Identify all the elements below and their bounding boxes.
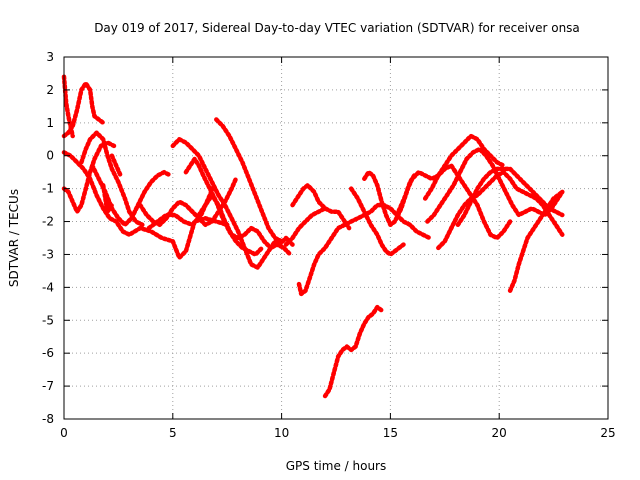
series-sat-z <box>507 189 565 293</box>
x-tick-label: 5 <box>169 426 177 440</box>
series-sat-q <box>296 202 432 297</box>
x-tick-label: 10 <box>274 426 289 440</box>
series-sat-v <box>436 169 565 251</box>
x-tick-label: 20 <box>492 426 507 440</box>
grid <box>64 57 608 419</box>
data-series <box>61 74 565 399</box>
y-tick-label: -8 <box>42 412 54 426</box>
series-sat-h <box>109 153 123 178</box>
plot-frame <box>63 56 609 420</box>
x-tick-label: 15 <box>383 426 398 440</box>
x-tick-label: 25 <box>600 426 615 440</box>
y-tick-label: -6 <box>42 346 54 360</box>
y-tick-label: -1 <box>42 182 54 196</box>
y-tick-label: -4 <box>42 280 54 294</box>
y-tick-label: 2 <box>46 83 54 97</box>
y-tick-label: -5 <box>42 313 54 327</box>
y-tick-label: -7 <box>42 379 54 393</box>
x-axis-label: GPS time / hours <box>286 459 387 473</box>
series-sat-t <box>362 163 513 241</box>
y-tick-label: 1 <box>46 116 54 130</box>
series-sat-r <box>322 304 384 399</box>
y-tick-label: -2 <box>42 215 54 229</box>
y-tick-label: 3 <box>46 50 54 64</box>
series-sat-n <box>214 117 284 244</box>
y-axis-label: SDTVAR / TECUs <box>7 189 21 287</box>
series-sat-m <box>196 192 295 251</box>
series-sat-y <box>455 166 565 228</box>
x-tick-label: 0 <box>60 426 68 440</box>
series-sat-g <box>100 183 115 214</box>
series-sat-u <box>394 173 417 218</box>
series-sat-p <box>283 206 328 247</box>
series-sat-w <box>422 133 506 201</box>
chart-title: Day 019 of 2017, Sidereal Day-to-day VTE… <box>94 21 580 35</box>
series-sat-b <box>61 81 106 139</box>
series-sat-e <box>79 130 145 228</box>
y-tick-label: -3 <box>42 247 54 261</box>
series-sat-o <box>290 183 352 231</box>
series-sat-c <box>61 150 230 260</box>
series-sat-s <box>348 186 406 257</box>
y-tick-label: 0 <box>46 149 54 163</box>
